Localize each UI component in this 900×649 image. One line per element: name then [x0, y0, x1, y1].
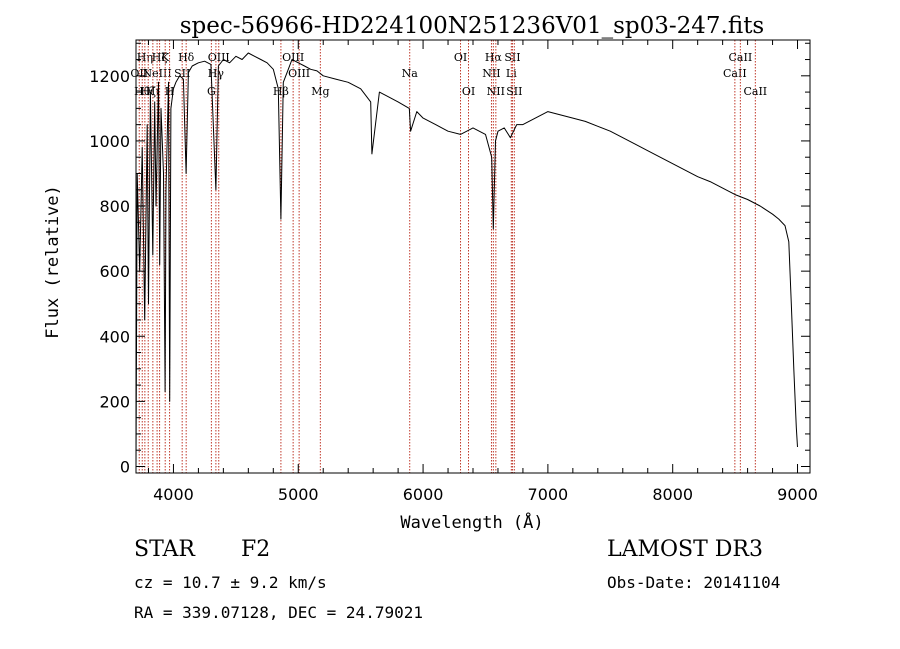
chart-title: spec-56966-HD224100N251236V01_sp03-247.f…: [180, 13, 765, 39]
marker-label: OIII: [208, 51, 230, 64]
marker-label: NeIII: [143, 67, 172, 80]
plot-frame: [135, 39, 811, 474]
marker-label: Hζ: [152, 51, 168, 64]
marker-label: K: [161, 51, 170, 64]
marker-label: OIII: [288, 67, 310, 80]
marker-label: Hα: [485, 51, 503, 64]
y-tick-label: 1000: [89, 132, 130, 151]
marker-label: Hδ: [178, 51, 195, 64]
marker-label: OI: [454, 51, 467, 64]
object-subclass: F2: [241, 537, 271, 562]
x-axis-label: Wavelength (Å): [400, 511, 543, 533]
marker-label: H: [165, 85, 175, 98]
marker-label: Hγ: [208, 67, 225, 80]
marker-label: OII: [130, 67, 148, 80]
x-axis: 4000 5000 6000 7000 8000 9000: [147, 40, 818, 504]
y-tick-label: 600: [99, 262, 130, 281]
y-tick-label: 400: [99, 327, 130, 346]
x-tick-label: 6000: [403, 485, 444, 504]
observation-date: Obs-Date: 20141104: [607, 573, 781, 592]
line-markers: OIIHθHηHζHιNeIIIHζKHSIIHδGHγOIIIHβOIIIOI…: [130, 40, 767, 473]
marker-label: Na: [402, 67, 419, 80]
object-class: STAR: [134, 537, 195, 562]
series-group: [135, 52, 798, 467]
y-tick-label: 800: [99, 197, 130, 216]
marker-label: Mg: [311, 85, 329, 98]
marker-label: CaII: [723, 67, 747, 80]
y-tick-label: 1200: [89, 67, 130, 86]
redshift-cz: cz = 10.7 ± 9.2 km/s: [134, 573, 327, 592]
marker-label: OIII: [282, 51, 304, 64]
survey-label: LAMOST DR3: [607, 537, 763, 562]
marker-label: NII: [487, 85, 505, 98]
x-tick-label: 8000: [652, 485, 693, 504]
series-line-spectrum: [135, 52, 798, 467]
x-tick-label: 4000: [153, 485, 194, 504]
marker-label: Hβ: [273, 85, 289, 98]
x-tick-label: 7000: [528, 485, 569, 504]
x-tick-label: 9000: [777, 485, 818, 504]
marker-label: Hι: [146, 85, 160, 98]
marker-label: Hη: [137, 51, 153, 64]
coordinates-radec: RA = 339.07128, DEC = 24.79021: [134, 603, 423, 622]
marker-label: G: [207, 85, 216, 98]
y-axis-label: Flux (relative): [43, 185, 63, 339]
marker-label: SII: [504, 51, 520, 64]
y-tick-label: 200: [99, 392, 130, 411]
marker-label: Hθ: [134, 85, 151, 98]
x-tick-label: 5000: [278, 485, 319, 504]
marker-label: Li: [506, 67, 517, 80]
marker-label: CaII: [743, 85, 767, 98]
y-tick-label: 0: [120, 457, 130, 476]
marker-label: OI: [462, 85, 475, 98]
marker-label: Hζ: [140, 85, 156, 98]
y-axis: 0 200 400 600 800 1000 1200: [89, 42, 810, 476]
marker-label: CaII: [729, 51, 753, 64]
marker-label: NII: [482, 67, 500, 80]
marker-label: SII: [506, 85, 522, 98]
